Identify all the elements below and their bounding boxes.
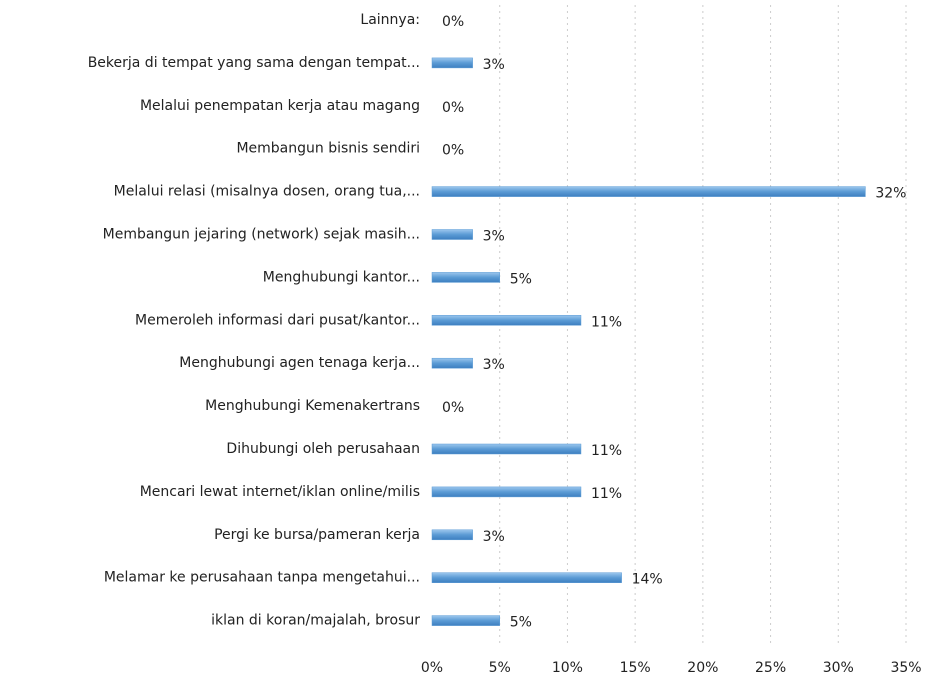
bar: [431, 443, 582, 455]
category-label: Bekerja di tempat yang sama dengan tempa…: [88, 55, 420, 71]
data-label: 3%: [483, 229, 505, 245]
category-label: Pergi ke bursa/pameran kerja: [214, 527, 420, 543]
x-tick-label: 15%: [620, 660, 651, 676]
category-label: iklan di koran/majalah, brosur: [211, 613, 420, 629]
data-label: 5%: [510, 615, 532, 631]
x-tick-label: 10%: [552, 660, 583, 676]
data-label: 3%: [483, 57, 505, 73]
category-label: Menghubungi Kemenakertrans: [205, 398, 420, 414]
category-label: Melalui relasi (misalnya dosen, orang tu…: [114, 184, 420, 200]
data-label: 32%: [875, 186, 906, 202]
category-label: Membangun jejaring (network) sejak masih…: [103, 227, 420, 243]
category-label: Memeroleh informasi dari pusat/kantor...: [135, 312, 420, 328]
x-tick-label: 35%: [890, 660, 921, 676]
bar: [431, 572, 622, 583]
x-tick-label: 20%: [687, 660, 718, 676]
bar: [431, 486, 582, 498]
bar: [431, 529, 473, 541]
data-label: 3%: [483, 357, 505, 373]
data-label: 11%: [591, 314, 622, 330]
category-label: Dihubungi oleh perusahaan: [226, 441, 420, 457]
category-label: Melalui penempatan kerja atau magang: [140, 98, 420, 114]
bar: [431, 186, 866, 197]
bar: [431, 229, 473, 240]
data-label: 0%: [442, 14, 464, 30]
x-tick-label: 25%: [755, 660, 786, 676]
bar: [431, 615, 500, 626]
x-tick-label: 0%: [421, 660, 443, 676]
bar: [431, 272, 500, 283]
data-label: 0%: [442, 100, 464, 116]
data-label: 11%: [591, 443, 622, 459]
bar: [431, 357, 473, 369]
data-label: 5%: [510, 271, 532, 287]
data-label: 14%: [632, 572, 663, 588]
category-label: Mencari lewat internet/iklan online/mili…: [140, 484, 420, 500]
category-label: Melamar ke perusahaan tanpa mengetahui..…: [104, 570, 420, 586]
category-label: Lainnya:: [360, 12, 420, 28]
data-label: 11%: [591, 486, 622, 502]
data-label: 0%: [442, 400, 464, 416]
data-label: 3%: [483, 529, 505, 545]
x-tick-label: 5%: [489, 660, 511, 676]
bar: [431, 315, 582, 326]
category-label: Menghubungi agen tenaga kerja...: [179, 355, 420, 371]
bar: [431, 57, 473, 69]
x-tick-label: 30%: [823, 660, 854, 676]
data-label: 0%: [442, 143, 464, 159]
category-label: Membangun bisnis sendiri: [236, 141, 420, 157]
category-label: Menghubungi kantor...: [263, 269, 420, 285]
